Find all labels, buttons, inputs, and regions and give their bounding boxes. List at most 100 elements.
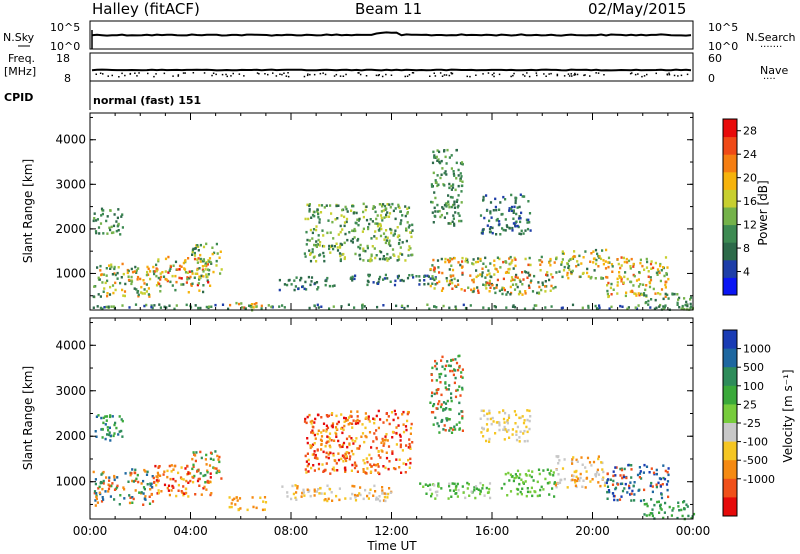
scatter-cell bbox=[300, 495, 303, 498]
scatter-cell bbox=[143, 304, 146, 308]
scatter-cell bbox=[349, 455, 352, 458]
scatter-cell bbox=[596, 252, 599, 256]
scatter-cell bbox=[351, 439, 354, 442]
scatter-cell bbox=[105, 476, 108, 479]
scatter-cell bbox=[447, 203, 450, 206]
scatter-cell bbox=[498, 220, 501, 223]
scatter-cell bbox=[132, 480, 135, 483]
scatter-cell bbox=[93, 490, 97, 493]
scatter-cell bbox=[461, 260, 464, 263]
scatter-cell bbox=[184, 487, 188, 491]
scatter-cell bbox=[401, 253, 404, 256]
scatter-cell bbox=[342, 455, 345, 458]
scatter-cell bbox=[208, 464, 212, 467]
colorbar-tick-label: -1000 bbox=[743, 473, 775, 486]
scatter-cell bbox=[632, 273, 635, 277]
scatter-cell bbox=[194, 493, 197, 496]
scatter-cell bbox=[123, 497, 126, 500]
scatter-cell bbox=[645, 301, 648, 304]
scatter-cell bbox=[369, 463, 372, 466]
scatter-cell bbox=[435, 362, 438, 365]
scatter-cell bbox=[645, 284, 648, 287]
scatter-cell bbox=[123, 488, 126, 491]
scatter-cell bbox=[498, 421, 501, 424]
scatter-cell bbox=[99, 222, 103, 225]
nave-dot bbox=[563, 75, 566, 77]
scatter-cell bbox=[436, 494, 439, 497]
scatter-cell bbox=[597, 254, 600, 258]
scatter-cell bbox=[494, 432, 497, 435]
scatter-cell bbox=[312, 431, 315, 435]
scatter-cell bbox=[317, 286, 320, 289]
scatter-cell bbox=[632, 265, 635, 268]
scatter-cell bbox=[344, 457, 347, 460]
scatter-cell bbox=[540, 288, 543, 292]
scatter-cell bbox=[457, 184, 460, 188]
scatter-cell bbox=[632, 284, 635, 287]
scatter-cell bbox=[358, 217, 361, 221]
scatter-cell bbox=[692, 512, 696, 516]
scatter-cell bbox=[328, 284, 331, 288]
scatter-cell bbox=[329, 472, 332, 475]
scatter-cell bbox=[401, 304, 404, 308]
scatter-cell bbox=[404, 259, 407, 262]
scatter-cell bbox=[391, 202, 394, 206]
scatter-cell bbox=[664, 295, 667, 298]
scatter-cell bbox=[465, 257, 468, 261]
scatter-cell bbox=[451, 281, 454, 285]
scatter-cell bbox=[150, 305, 153, 309]
scatter-cell bbox=[461, 180, 464, 183]
scatter-cell bbox=[319, 438, 323, 442]
scatter-cell bbox=[101, 307, 104, 311]
scatter-cell bbox=[352, 204, 355, 208]
scatter-cell bbox=[614, 486, 618, 490]
scatter-cell bbox=[364, 412, 367, 415]
scatter-cell bbox=[434, 490, 437, 494]
nave-dot bbox=[225, 73, 227, 76]
scatter-cell bbox=[243, 306, 246, 309]
scatter-cell bbox=[202, 245, 206, 249]
scatter-cell bbox=[343, 224, 346, 228]
nave-dot bbox=[232, 72, 234, 75]
scatter-cell bbox=[641, 264, 644, 268]
scatter-cell bbox=[359, 257, 362, 261]
scatter-cell bbox=[322, 251, 325, 255]
scatter-cell bbox=[473, 486, 476, 489]
scatter-cell bbox=[146, 270, 149, 274]
scatter-cell bbox=[552, 474, 555, 477]
scatter-cell bbox=[480, 431, 483, 434]
scatter-cell bbox=[202, 275, 205, 278]
scatter-cell bbox=[93, 212, 96, 215]
scatter-cell bbox=[439, 176, 442, 180]
scatter-cell bbox=[366, 279, 369, 283]
scatter-cell bbox=[328, 437, 332, 440]
scatter-cell bbox=[260, 307, 263, 310]
scatter-cell bbox=[215, 242, 218, 246]
scatter-cell bbox=[461, 415, 464, 418]
scatter-cell bbox=[391, 436, 394, 439]
scatter-cell bbox=[372, 281, 375, 284]
scatter-cell bbox=[676, 303, 679, 306]
scatter-cell bbox=[521, 293, 524, 296]
scatter-cell bbox=[645, 257, 648, 261]
scatter-cell bbox=[607, 261, 610, 264]
scatter-cell bbox=[207, 281, 210, 284]
scatter-cell bbox=[190, 283, 193, 286]
nave-dot bbox=[147, 72, 149, 75]
scatter-cell bbox=[462, 491, 465, 494]
scatter-cell bbox=[619, 482, 622, 486]
scatter-cell bbox=[561, 250, 564, 253]
nave-dot bbox=[680, 74, 683, 77]
scatter-cell bbox=[106, 215, 109, 218]
scatter-cell bbox=[647, 275, 650, 278]
scatter-cell bbox=[492, 209, 495, 212]
scatter-cell bbox=[143, 468, 146, 472]
scatter-cell bbox=[337, 439, 340, 443]
scatter-cell bbox=[365, 218, 369, 222]
scatter-cell bbox=[504, 428, 507, 431]
scatter-cell bbox=[454, 307, 458, 311]
scatter-cell bbox=[512, 217, 515, 220]
scatter-cell bbox=[362, 459, 365, 462]
freq-tick-bottom: 8 bbox=[64, 72, 71, 85]
scatter-cell bbox=[532, 307, 535, 310]
